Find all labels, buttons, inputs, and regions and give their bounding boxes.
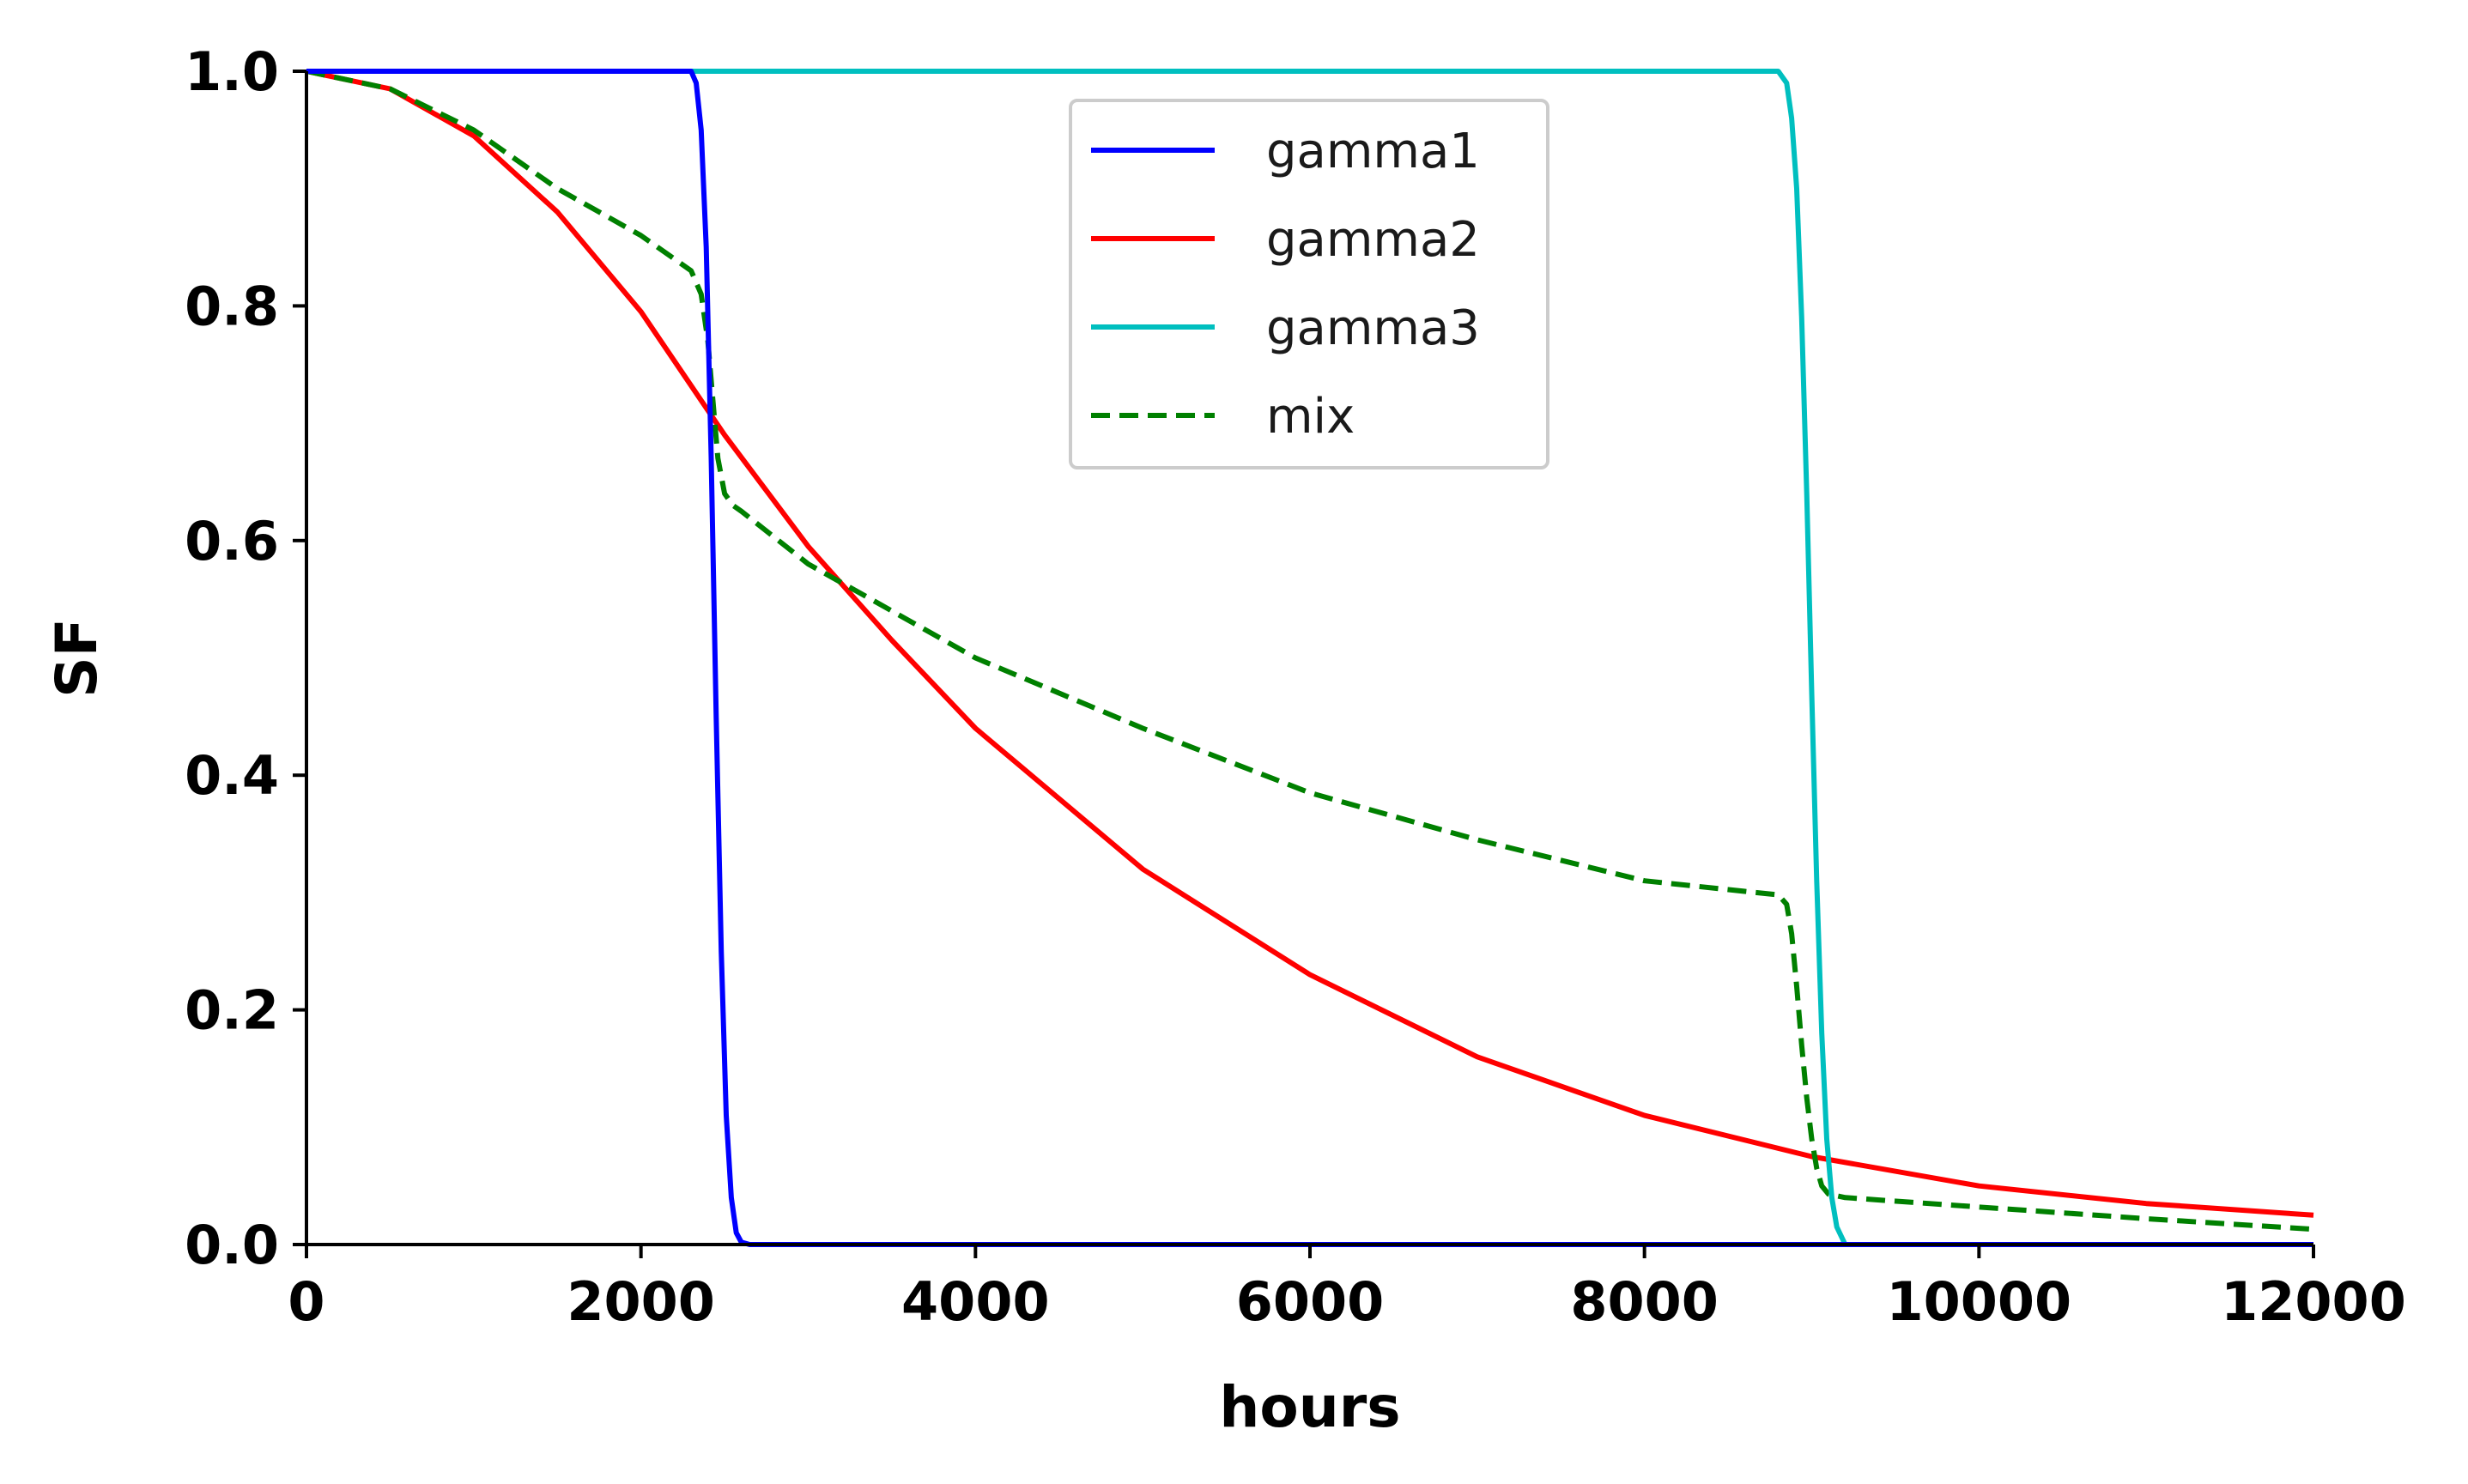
legend-label-gamma3: gamma3	[1266, 300, 1480, 356]
x-tick-label: 10000	[1886, 1270, 2071, 1333]
legend-label-gamma1: gamma1	[1266, 124, 1480, 179]
series-layer	[306, 69, 2314, 1247]
y-axis-label: SF	[44, 618, 110, 698]
legend-label-mix: mix	[1266, 389, 1355, 445]
y-tick-label: 0.6	[185, 510, 279, 572]
legend-box	[1069, 99, 1549, 469]
y-tick-label: 0.4	[185, 744, 279, 807]
ticks: 0 2000 4000 6000 8000 10000 12000 0.0 0.2 0.4 0.6 0…	[185, 40, 2406, 1333]
series-line-gamma1	[306, 69, 2313, 1247]
x-tick-label: 12000	[2221, 1270, 2406, 1333]
x-tick-label: 8000	[1570, 1270, 1719, 1333]
x-tick-label: 6000	[1236, 1270, 1385, 1333]
x-axis-label: hours	[1219, 1374, 1400, 1440]
y-tick-label: 0.2	[185, 979, 279, 1042]
legend-items: gamma1 gamma2 gamma3 mix	[1091, 124, 1480, 445]
x-tick-label: 2000	[567, 1270, 715, 1333]
x-tick-label: 4000	[901, 1270, 1050, 1333]
legend: gamma1 gamma2 gamma3 mix	[1069, 99, 1549, 469]
legend-label-gamma2: gamma2	[1266, 212, 1480, 268]
x-tick-label: 0	[288, 1270, 324, 1333]
y-tick-label: 0.8	[185, 275, 279, 337]
y-tick-label: 1.0	[185, 40, 279, 103]
series-line-gamma3	[306, 69, 2313, 1247]
y-tick-label: 0.0	[185, 1214, 279, 1276]
series-line-gamma2	[306, 69, 2314, 1218]
